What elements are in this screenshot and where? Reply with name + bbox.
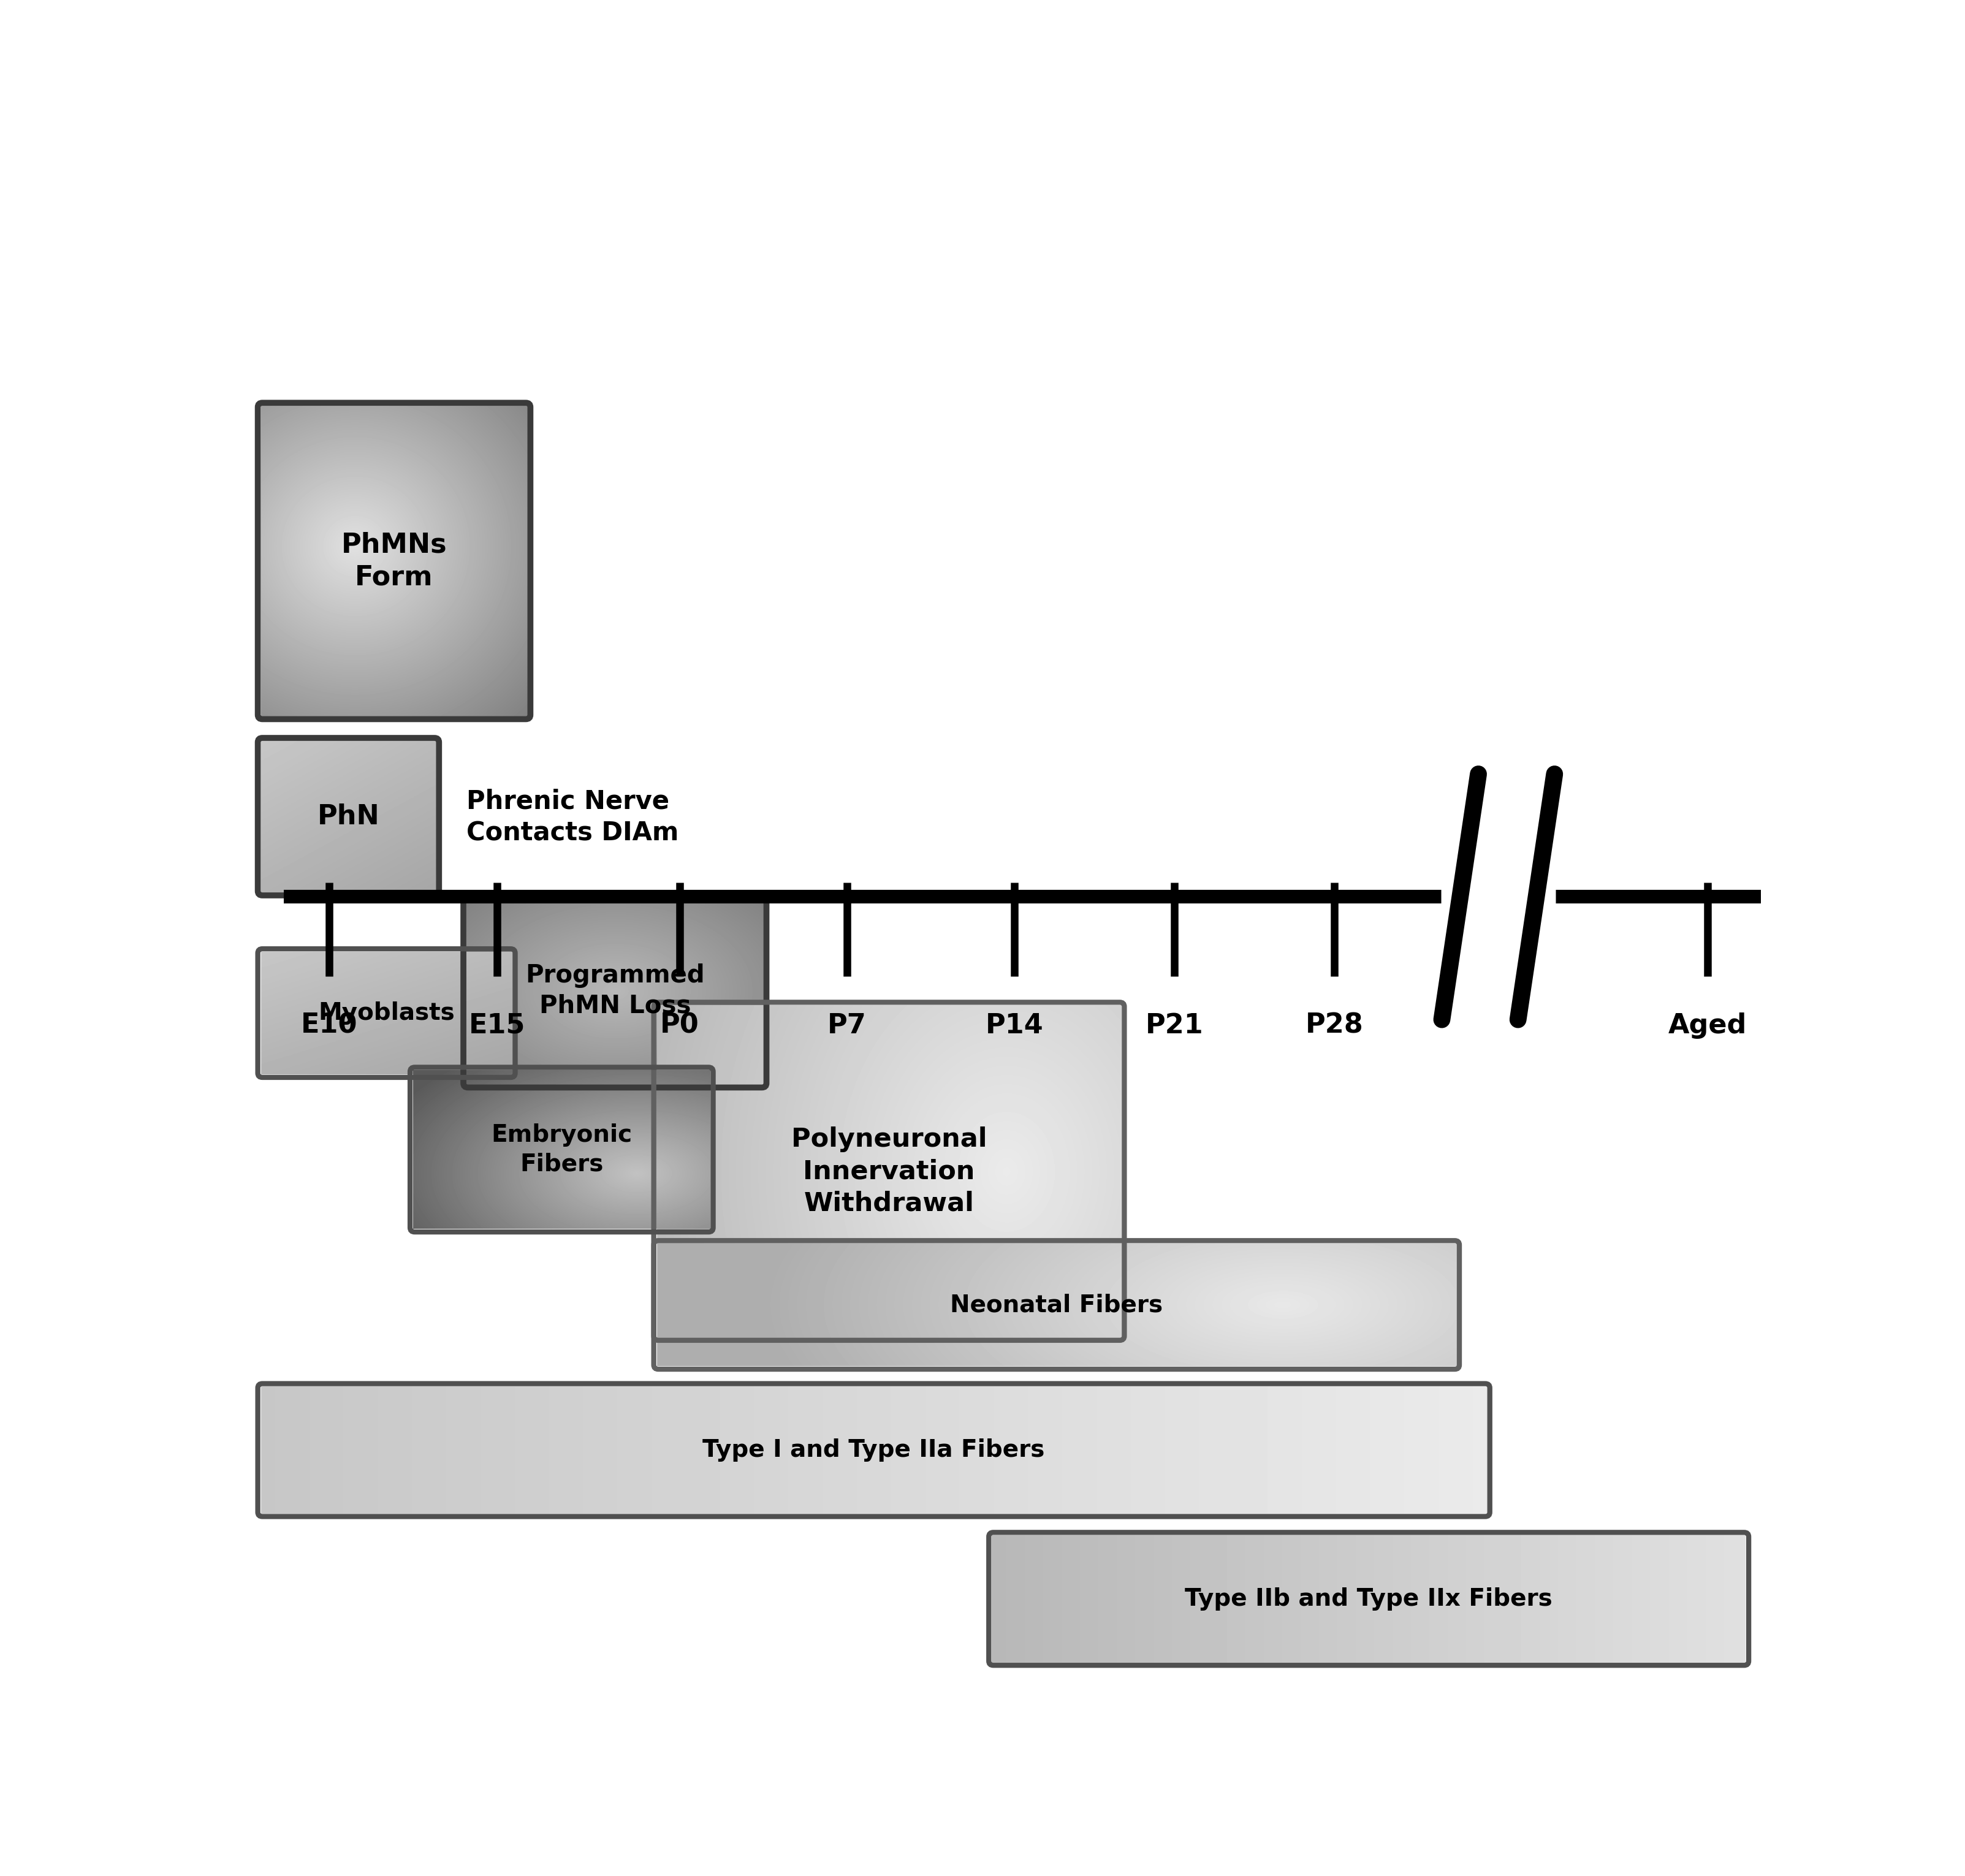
- Text: Type IIb and Type IIx Fibers: Type IIb and Type IIx Fibers: [1185, 1587, 1552, 1610]
- Text: P28: P28: [1305, 1013, 1364, 1039]
- Text: Embryonic
Fibers: Embryonic Fibers: [491, 1124, 633, 1176]
- Text: P14: P14: [986, 1013, 1043, 1039]
- Text: Type I and Type IIa Fibers: Type I and Type IIa Fibers: [703, 1439, 1045, 1461]
- Text: PhN: PhN: [316, 803, 379, 829]
- Text: Neonatal Fibers: Neonatal Fibers: [951, 1293, 1163, 1317]
- Text: Myoblasts: Myoblasts: [318, 1002, 454, 1024]
- Text: E15: E15: [468, 1013, 525, 1039]
- Text: Aged: Aged: [1668, 1013, 1747, 1039]
- Text: Polyneuronal
Innervation
Withdrawal: Polyneuronal Innervation Withdrawal: [792, 1127, 986, 1216]
- Text: PhMNs
Form: PhMNs Form: [342, 531, 446, 591]
- Text: Programmed
PhMN Loss: Programmed PhMN Loss: [525, 964, 705, 1019]
- Text: E10: E10: [301, 1013, 358, 1039]
- Text: P21: P21: [1146, 1013, 1205, 1039]
- Text: Phrenic Nerve
Contacts DIAm: Phrenic Nerve Contacts DIAm: [466, 788, 678, 846]
- Text: P0: P0: [660, 1013, 700, 1039]
- Text: P7: P7: [827, 1013, 867, 1039]
